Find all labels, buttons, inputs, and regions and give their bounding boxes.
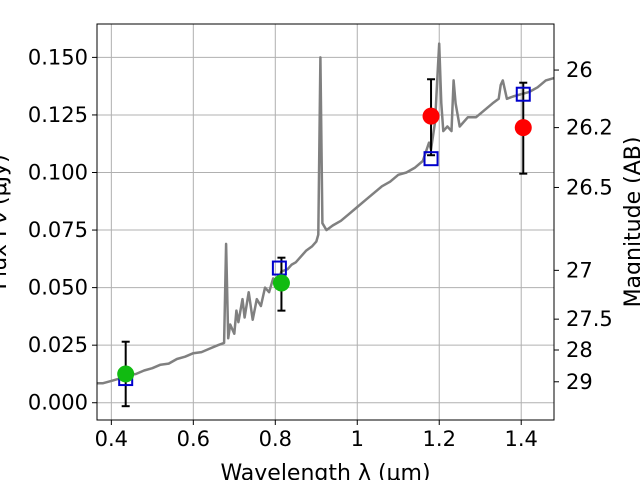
right-tick-label: 26.5 — [566, 175, 613, 199]
x-axis-label: Wavelength λ (μm) — [220, 461, 430, 480]
markers — [117, 86, 532, 387]
x-tick-label: 0.4 — [95, 427, 128, 451]
y-axis-label: Flux Fν (μJy) — [0, 154, 12, 289]
observed-red-point — [514, 119, 532, 137]
model-square-point — [271, 260, 287, 276]
y-tick-label: 0.150 — [28, 45, 88, 69]
x-tick-label: 1.4 — [505, 427, 538, 451]
right-tick-label: 28 — [566, 338, 593, 362]
y-tick-label: 0.100 — [28, 161, 88, 185]
y-tick-label: 0.025 — [28, 333, 88, 357]
observed-red-point — [422, 107, 440, 125]
grid — [97, 24, 554, 420]
y-tick-label: 0.125 — [28, 103, 88, 127]
model-square-point — [423, 151, 439, 167]
x-tick-label: 1 — [351, 427, 364, 451]
y-tick-label: 0.075 — [28, 218, 88, 242]
x-tick-label: 0.8 — [259, 427, 292, 451]
y-tick-label: 0.050 — [28, 276, 88, 300]
right-tick-label: 26 — [566, 58, 593, 82]
right-tick-label: 27.5 — [566, 307, 613, 331]
x-tick-label: 1.2 — [423, 427, 456, 451]
right-tick-label: 26.2 — [566, 116, 613, 140]
right-tick-label: 29 — [566, 370, 593, 394]
right-axis-label: Magnitude (AB) — [621, 137, 640, 308]
observed-green-point — [117, 365, 135, 383]
y-tick-label: 0.000 — [28, 391, 88, 415]
right-tick-label: 27 — [566, 258, 593, 282]
spectrum-line — [97, 42, 555, 385]
x-tick-label: 0.6 — [177, 427, 210, 451]
spectrum-series — [97, 42, 555, 385]
model-square-point — [515, 86, 531, 102]
observed-green-point — [272, 274, 290, 292]
axes: 0.4 0.6 0.8 1 1.2 1.4 0.000 0.025 0.050 0.075 0.10… — [28, 45, 613, 451]
plot-frame — [96, 23, 555, 421]
